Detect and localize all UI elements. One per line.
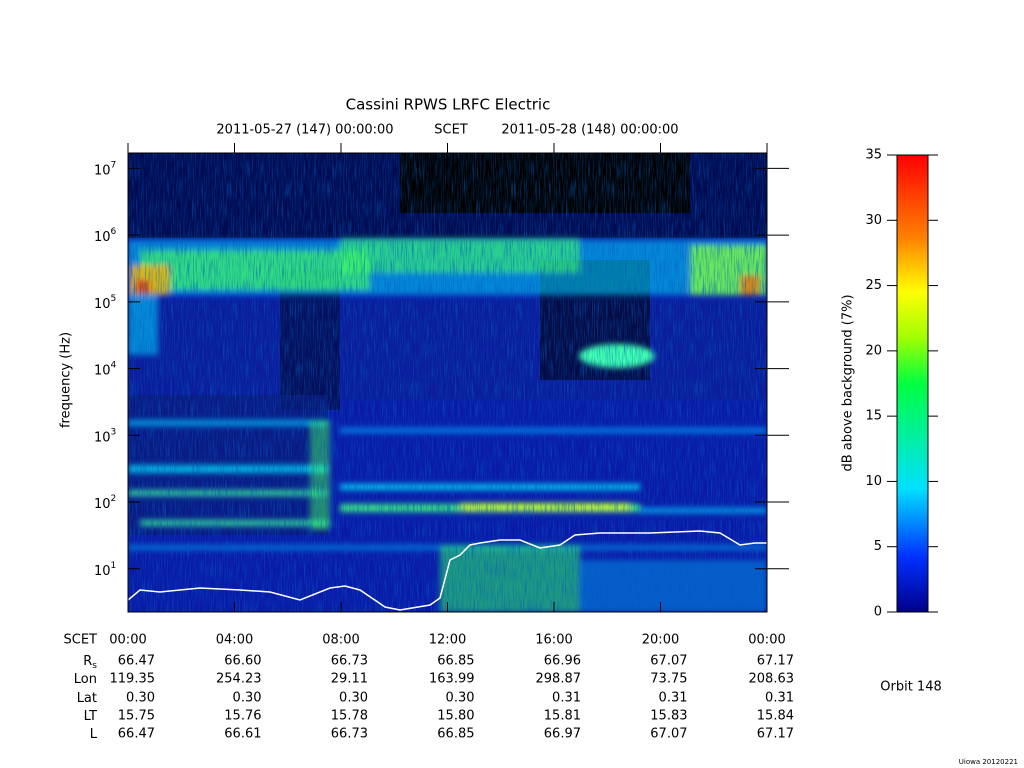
ephemeris-value: 15.83 (650, 709, 687, 724)
y-tick-base: 10 (94, 363, 111, 378)
ephemeris-value: 67.07 (650, 727, 687, 742)
y-tick-exponent: 6 (111, 227, 117, 237)
x-tick-label: 20:00 (642, 633, 679, 648)
colorbar-tick-label: 25 (865, 278, 882, 293)
y-tick-base: 10 (94, 430, 111, 445)
colorbar-tick-label: 20 (865, 343, 882, 358)
x-axis-label: SCET (64, 633, 98, 648)
ephemeris-value: 15.81 (544, 709, 581, 724)
ephemeris-value: 15.75 (118, 709, 155, 724)
ephemeris-name: L (90, 727, 98, 742)
x-tick-label: 12:00 (429, 633, 466, 648)
y-tick-base: 10 (94, 563, 111, 578)
ephemeris-value: 66.85 (437, 727, 474, 742)
x-tick-label: 04:00 (216, 633, 253, 648)
time-system: SCET (434, 123, 468, 138)
ephemeris-name: Lat (77, 691, 97, 706)
chart-title: Cassini RPWS LRFC Electric (346, 96, 551, 114)
ephemeris-value: 298.87 (536, 672, 582, 687)
colorbar-tick-label: 30 (865, 213, 882, 228)
y-tick-exponent: 4 (111, 360, 117, 370)
ephemeris-value: 67.07 (650, 654, 687, 669)
ephemeris-value: 73.75 (650, 672, 687, 687)
y-tick-exponent: 1 (111, 560, 117, 570)
y-tick-exponent: 2 (111, 494, 117, 504)
ephemeris-subscript: s (92, 661, 97, 671)
time-start: 2011-05-27 (147) 00:00:00 (216, 123, 393, 138)
y-tick-label: 104 (94, 360, 117, 378)
time-end: 2011-05-28 (148) 00:00:00 (501, 123, 678, 138)
colorbar (896, 154, 929, 613)
ephemeris-value: 0.30 (233, 691, 262, 706)
ephemeris-name-text: R (83, 654, 92, 669)
y-tick-base: 10 (94, 230, 111, 245)
y-tick-base: 10 (94, 497, 111, 512)
footer: Uiowa 20120221 (959, 758, 1018, 766)
ephemeris-value: 0.30 (126, 691, 155, 706)
y-tick-label: 101 (94, 560, 116, 578)
ephemeris-value: 66.97 (544, 727, 581, 742)
y-tick-label: 105 (94, 293, 116, 311)
y-tick-exponent: 7 (111, 160, 117, 170)
colorbar-tick-label: 10 (865, 474, 882, 489)
ephemeris-value: 29.11 (331, 672, 368, 687)
ephemeris-name: Rs (83, 654, 97, 671)
ephemeris-value: 66.85 (437, 654, 474, 669)
ephemeris-value: 119.35 (110, 672, 156, 687)
x-tick-label: 00:00 (109, 633, 146, 648)
ephemeris-value: 15.84 (757, 709, 794, 724)
ephemeris-value: 15.80 (437, 709, 474, 724)
y-tick-base: 10 (94, 163, 111, 178)
ephemeris-value: 66.47 (118, 654, 155, 669)
x-tick-label: 16:00 (535, 633, 572, 648)
ephemeris-value: 0.31 (552, 691, 581, 706)
ephemeris-value: 66.47 (118, 727, 155, 742)
y-tick-label: 107 (94, 160, 116, 178)
ephemeris-value: 208.63 (749, 672, 795, 687)
y-tick-exponent: 5 (111, 293, 117, 303)
ephemeris-value: 15.76 (224, 709, 261, 724)
colorbar-tick-label: 15 (865, 409, 882, 424)
colorbar-tick-label: 0 (874, 605, 882, 620)
y-tick-label: 102 (94, 494, 116, 512)
ephemeris-name-text: L (90, 727, 98, 742)
ephemeris-value: 15.78 (331, 709, 368, 724)
y-tick-exponent: 3 (111, 427, 117, 437)
annotation: Orbit 148 (880, 680, 941, 695)
y-tick-label: 106 (94, 227, 117, 245)
y-tick-label: 103 (94, 427, 116, 445)
spectrogram (128, 153, 767, 612)
ephemeris-value: 0.30 (339, 691, 368, 706)
ephemeris-name: LT (84, 709, 97, 724)
ephemeris-value: 0.31 (765, 691, 794, 706)
ephemeris-value: 66.60 (224, 654, 261, 669)
ephemeris-value: 0.30 (446, 691, 475, 706)
ephemeris-value: 66.61 (224, 727, 261, 742)
ephemeris-name-text: Lat (77, 691, 97, 706)
ephemeris-value: 0.31 (659, 691, 688, 706)
ephemeris-value: 67.17 (757, 727, 794, 742)
ephemeris-value: 66.73 (331, 727, 368, 742)
ephemeris-value: 66.96 (544, 654, 581, 669)
ephemeris-value: 66.73 (331, 654, 368, 669)
ephemeris-value: 254.23 (216, 672, 262, 687)
y-axis-label: frequency (Hz) (59, 332, 74, 428)
x-tick-label: 00:00 (748, 633, 785, 648)
ephemeris-value: 67.17 (757, 654, 794, 669)
ephemeris-value: 163.99 (429, 672, 475, 687)
colorbar-tick-label: 35 (865, 148, 882, 163)
x-tick-label: 08:00 (322, 633, 359, 648)
ephemeris-name-text: Lon (74, 672, 97, 687)
ephemeris-name: Lon (74, 672, 97, 687)
y-tick-base: 10 (94, 296, 111, 311)
colorbar-tick-label: 5 (874, 539, 882, 554)
colorbar-label: dB above background (7%) (841, 294, 856, 471)
ephemeris-name-text: LT (84, 709, 97, 724)
